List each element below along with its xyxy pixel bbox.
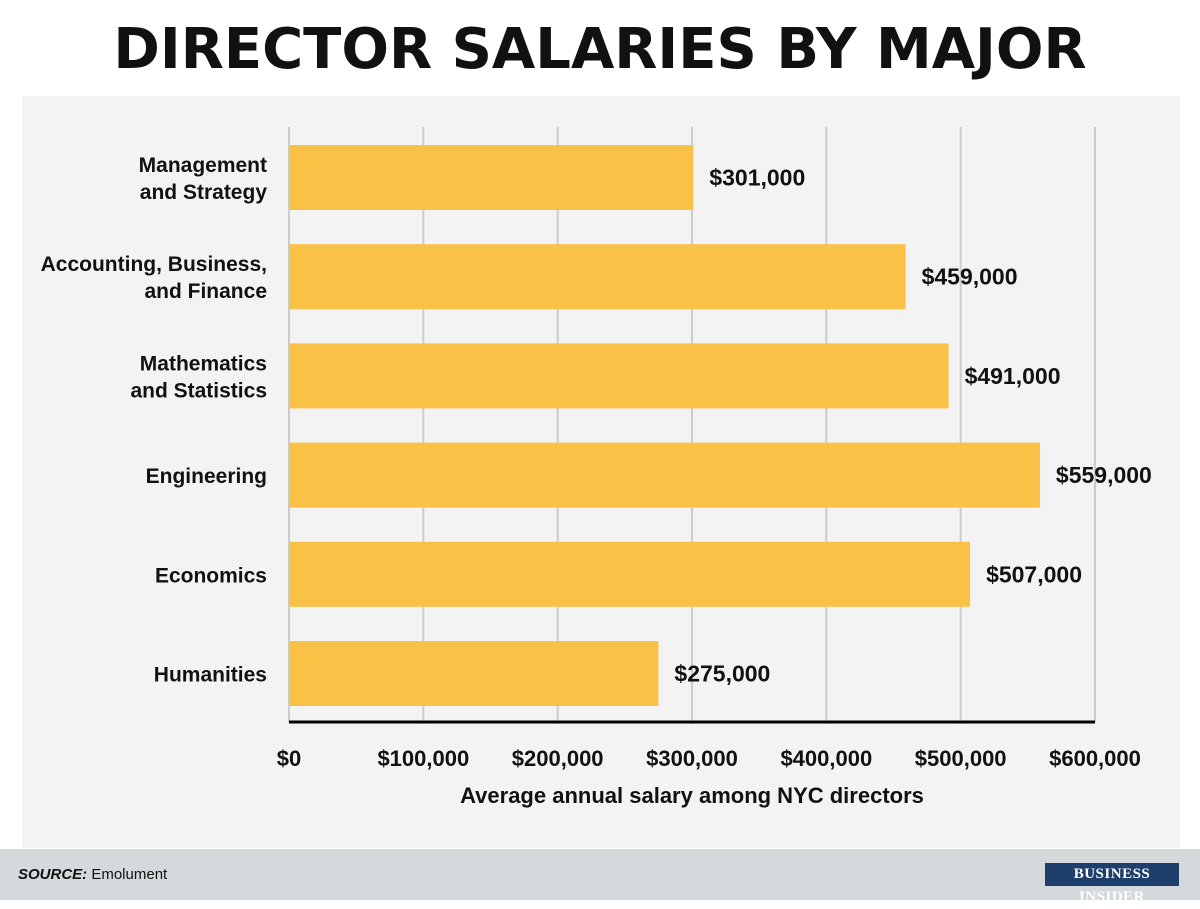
x-tick-label: $200,000 (512, 746, 604, 771)
data-label: $459,000 (922, 264, 1018, 290)
bar (289, 541, 971, 607)
bar (289, 442, 1040, 508)
x-tick-label: $100,000 (377, 746, 469, 771)
footer: SOURCE: Emolument BUSINESS INSIDER (0, 849, 1200, 905)
category-label: Management (139, 154, 267, 177)
category-label: and Statistics (130, 379, 267, 402)
x-tick-label: $400,000 (780, 746, 872, 771)
category-label: and Strategy (140, 181, 268, 204)
bar (289, 641, 659, 706)
category-label: Accounting, Business, (41, 253, 267, 276)
data-label: $491,000 (965, 363, 1061, 389)
bar (289, 145, 694, 210)
source-value: Emolument (91, 866, 168, 883)
source-note: SOURCE: Emolument (18, 866, 167, 883)
business-insider-logo: BUSINESS INSIDER (1045, 863, 1179, 905)
data-label: $559,000 (1056, 462, 1152, 488)
category-label: Mathematics (140, 352, 267, 375)
chart-title: DIRECTOR SALARIES BY MAJOR (113, 17, 1087, 82)
data-label: $301,000 (709, 165, 805, 191)
source-label: SOURCE: (18, 866, 88, 883)
bar-chart: $301,000 Management and Strategy $459,000 Ac… (41, 127, 1152, 808)
category-label: and Finance (144, 280, 267, 303)
x-tick-label: $500,000 (915, 746, 1007, 771)
data-label: $275,000 (674, 661, 770, 687)
x-axis-title: Average annual salary among NYC director… (460, 783, 924, 808)
category-label: Engineering (146, 465, 267, 488)
data-label: $507,000 (986, 561, 1082, 587)
category-label: Humanities (154, 664, 267, 687)
x-tick-label: $600,000 (1049, 746, 1141, 771)
category-label: Economics (155, 564, 267, 587)
x-tick-label: $0 (277, 746, 301, 771)
bar (289, 244, 906, 310)
bar (289, 343, 949, 409)
x-tick-label: $300,000 (646, 746, 738, 771)
